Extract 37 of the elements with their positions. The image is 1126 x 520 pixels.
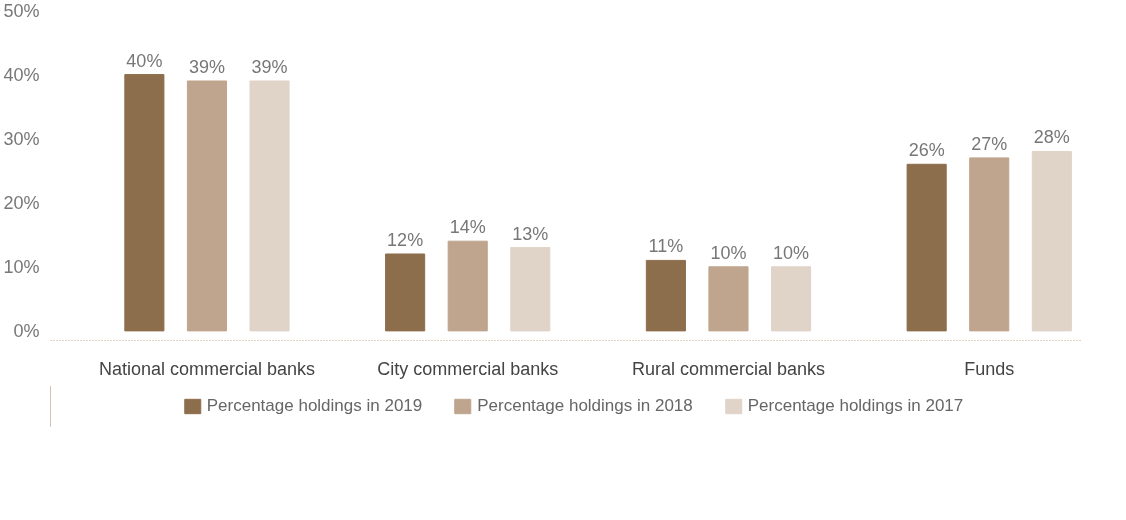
data-label: 39% <box>188 56 225 77</box>
data-label: 10% <box>773 242 810 263</box>
bar <box>186 80 228 332</box>
y-tick-label: 0% <box>13 320 40 341</box>
x-tick-label: City commercial banks <box>377 358 559 379</box>
bar <box>1031 150 1072 332</box>
data-label: 39% <box>251 56 288 77</box>
y-tick-label: 50% <box>3 0 40 21</box>
data-label: 27% <box>971 133 1008 154</box>
y-tick-label: 30% <box>3 128 40 149</box>
bar <box>385 253 426 332</box>
data-label: 14% <box>449 217 486 238</box>
data-label: 11% <box>648 236 684 257</box>
y-tick-label: 20% <box>3 192 40 213</box>
data-label: 10% <box>710 242 747 263</box>
bar <box>906 163 947 332</box>
data-label: 40% <box>126 50 163 71</box>
y-tick-label: 40% <box>3 64 40 85</box>
legend-label: Percentage holdings in 2019 <box>206 396 423 416</box>
bar <box>447 240 488 332</box>
bar <box>771 266 812 332</box>
x-tick-label: Rural commercial banks <box>631 358 826 379</box>
data-label: 28% <box>1033 127 1070 148</box>
legend-label: Percentage holdings in 2017 <box>747 396 964 416</box>
bar <box>969 157 1010 332</box>
legend-label: Percentage holdings in 2018 <box>477 396 693 416</box>
bar <box>708 266 749 332</box>
data-label: 12% <box>387 230 424 250</box>
bar <box>645 259 686 332</box>
y-tick-label: 10% <box>3 256 40 277</box>
data-label: 13% <box>512 223 549 244</box>
bar <box>510 247 551 332</box>
bar <box>249 80 290 332</box>
x-tick-label: National commercial banks <box>98 358 316 379</box>
data-label: 26% <box>908 140 945 161</box>
x-tick-label: Funds <box>964 358 1015 379</box>
bar <box>124 74 165 332</box>
